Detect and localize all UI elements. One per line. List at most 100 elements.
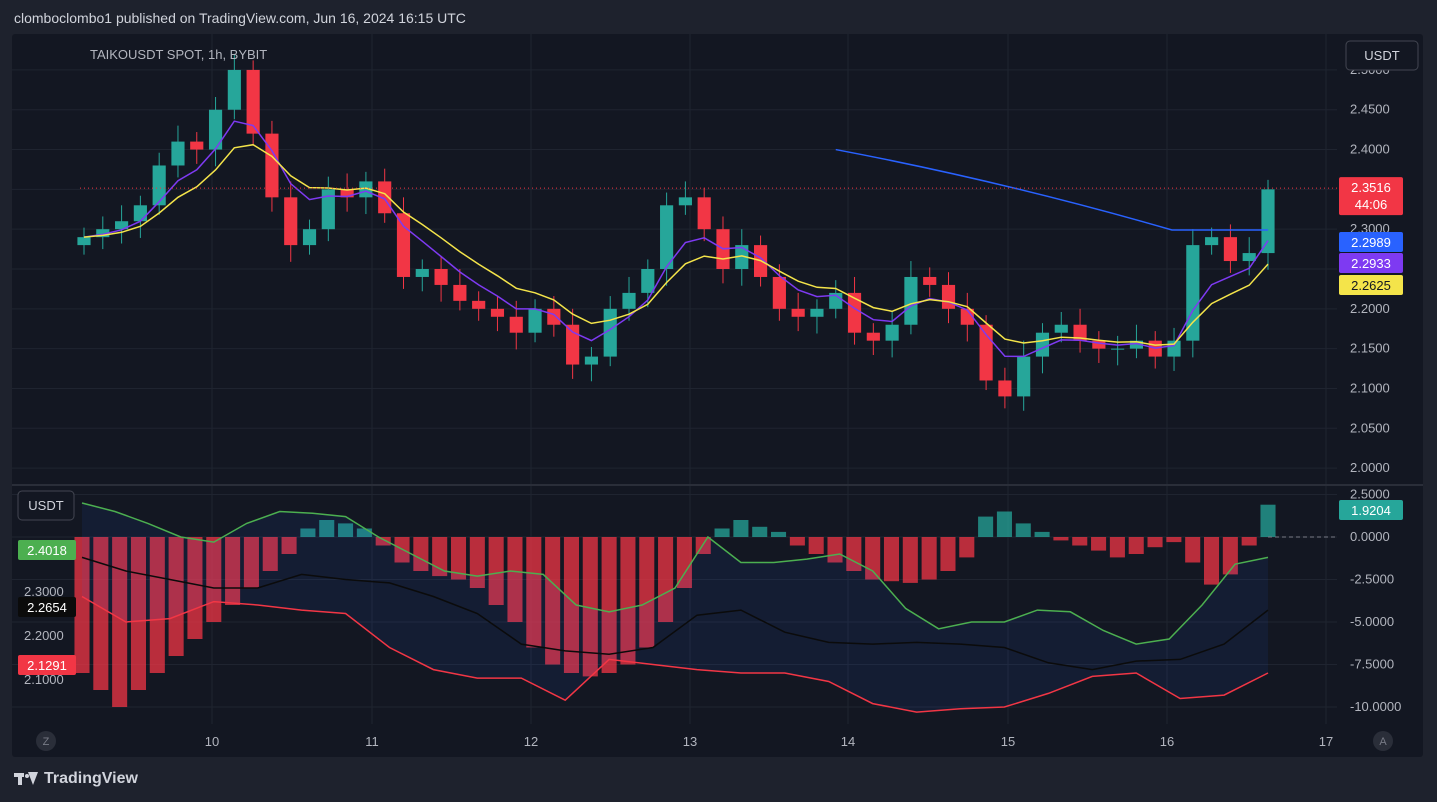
candle-body (246, 69, 260, 134)
candle-body (284, 197, 298, 246)
osc-currency-button[interactable] (17, 490, 75, 521)
date-tick-label: 13 (683, 734, 697, 749)
histogram-bar (601, 537, 617, 673)
histogram-bar (808, 537, 824, 554)
candle-body (96, 229, 110, 238)
histogram-bar (507, 537, 523, 622)
histogram-bar (413, 537, 429, 571)
last-price-badge (1339, 177, 1403, 216)
histogram-bar (526, 537, 542, 648)
candle-body (208, 109, 223, 150)
ema-value-label: 2.2625 (1351, 278, 1391, 293)
candle-body (866, 332, 880, 341)
last-price-label: 2.3516 (1351, 180, 1391, 195)
candle-body (1242, 253, 1256, 262)
candle-body (979, 324, 993, 381)
brand-name: TradingView (44, 770, 138, 787)
price-tick-label: 2.4000 (1350, 142, 1390, 157)
candle-body (378, 181, 392, 214)
histogram-bar (733, 520, 749, 537)
ema-value-label: 2.2933 (1351, 256, 1391, 271)
date-tick-label: 14 (841, 734, 855, 749)
candle-body (1111, 348, 1125, 350)
left-value-badge (18, 597, 76, 617)
histogram-bar (940, 537, 956, 571)
candle-body (472, 300, 486, 309)
histogram-bar (93, 537, 109, 690)
histogram-bar (243, 537, 259, 588)
histogram-bar (921, 537, 937, 580)
histogram-bar (752, 526, 768, 537)
histogram-bar (658, 537, 674, 622)
candle-body (810, 308, 824, 317)
candle-body (321, 189, 335, 230)
candle-body (340, 189, 354, 198)
candle-body (1205, 237, 1219, 246)
publish-info: clomboclombo1 published on TradingView.c… (14, 10, 466, 26)
histogram-bar (1109, 537, 1125, 558)
middle-band-line (81, 556, 1269, 671)
histogram-bar (1053, 537, 1069, 541)
osc-value-badge (1339, 500, 1403, 520)
auto-a-label: A (1379, 736, 1387, 748)
ema-value-label: 2.2989 (1351, 235, 1391, 250)
candle-body (1073, 324, 1087, 341)
candle-body (584, 356, 599, 365)
zoom-z-label: Z (43, 736, 50, 748)
osc-tick-label: -7.5000 (1350, 657, 1394, 672)
left-tick-label: 2.3000 (24, 584, 64, 599)
candle-body (528, 308, 542, 333)
date-tick-label: 12 (524, 734, 538, 749)
candle-body (923, 276, 937, 285)
tradingview-logo-icon (14, 771, 38, 787)
histogram-bar (1015, 523, 1031, 537)
countdown-label: 44:06 (1355, 197, 1388, 212)
histogram-bar (1260, 504, 1276, 537)
left-value-label: 2.1291 (27, 658, 67, 673)
candle-body (1186, 245, 1200, 341)
histogram-bar (319, 520, 335, 537)
band-fill (82, 503, 1268, 713)
osc-tick-label: -2.5000 (1350, 572, 1394, 587)
price-tick-label: 2.2000 (1350, 301, 1390, 316)
histogram-bar (112, 537, 128, 707)
candle-body (1129, 340, 1144, 349)
histogram-bar (206, 537, 222, 622)
candle-body (960, 308, 974, 325)
candle-body (641, 269, 655, 293)
candle-body (941, 284, 956, 309)
candle-body (791, 308, 805, 317)
osc-value-label: 1.9204 (1351, 503, 1391, 518)
candle-body (490, 308, 505, 317)
candle-body (77, 237, 91, 246)
histogram-bar (996, 511, 1012, 537)
date-tick-label: 10 (205, 734, 219, 749)
candle-body (1092, 340, 1106, 349)
histogram-bar (789, 537, 805, 546)
histogram-bar (714, 528, 730, 537)
tradingview-logo[interactable]: TradingView (14, 770, 138, 788)
histogram-bar (1166, 537, 1182, 543)
histogram-bar (1034, 531, 1050, 537)
osc-tick-label: -5.0000 (1350, 614, 1394, 629)
candle-body (547, 308, 561, 325)
currency-button[interactable] (1345, 40, 1419, 71)
candle-body (302, 229, 317, 246)
histogram-bar (1203, 537, 1220, 585)
histogram-bar (488, 537, 504, 605)
ema-purple-line (83, 120, 1269, 358)
chart-frame[interactable]: TAIKOUSDT SPOT, 1h, BYBIT 2.5000 2.4500 2.4… (12, 34, 1423, 757)
histogram-bar (639, 537, 655, 648)
candle-body (660, 205, 674, 269)
histogram-bar (338, 523, 354, 537)
osc-tick-label: 0.0000 (1350, 529, 1390, 544)
histogram-bar (545, 537, 561, 665)
price-tick-label: 2.4500 (1350, 102, 1390, 117)
left-value-label: 2.4018 (27, 543, 67, 558)
upper-band-line (81, 502, 1269, 645)
candle-body (190, 141, 204, 150)
left-tick-label: 2.1000 (24, 672, 64, 687)
chart-canvas[interactable]: TAIKOUSDT SPOT, 1h, BYBIT 2.5000 2.4500 2.4… (12, 34, 1423, 757)
price-tick-label: 2.1500 (1350, 341, 1390, 356)
candle-body (415, 269, 429, 277)
